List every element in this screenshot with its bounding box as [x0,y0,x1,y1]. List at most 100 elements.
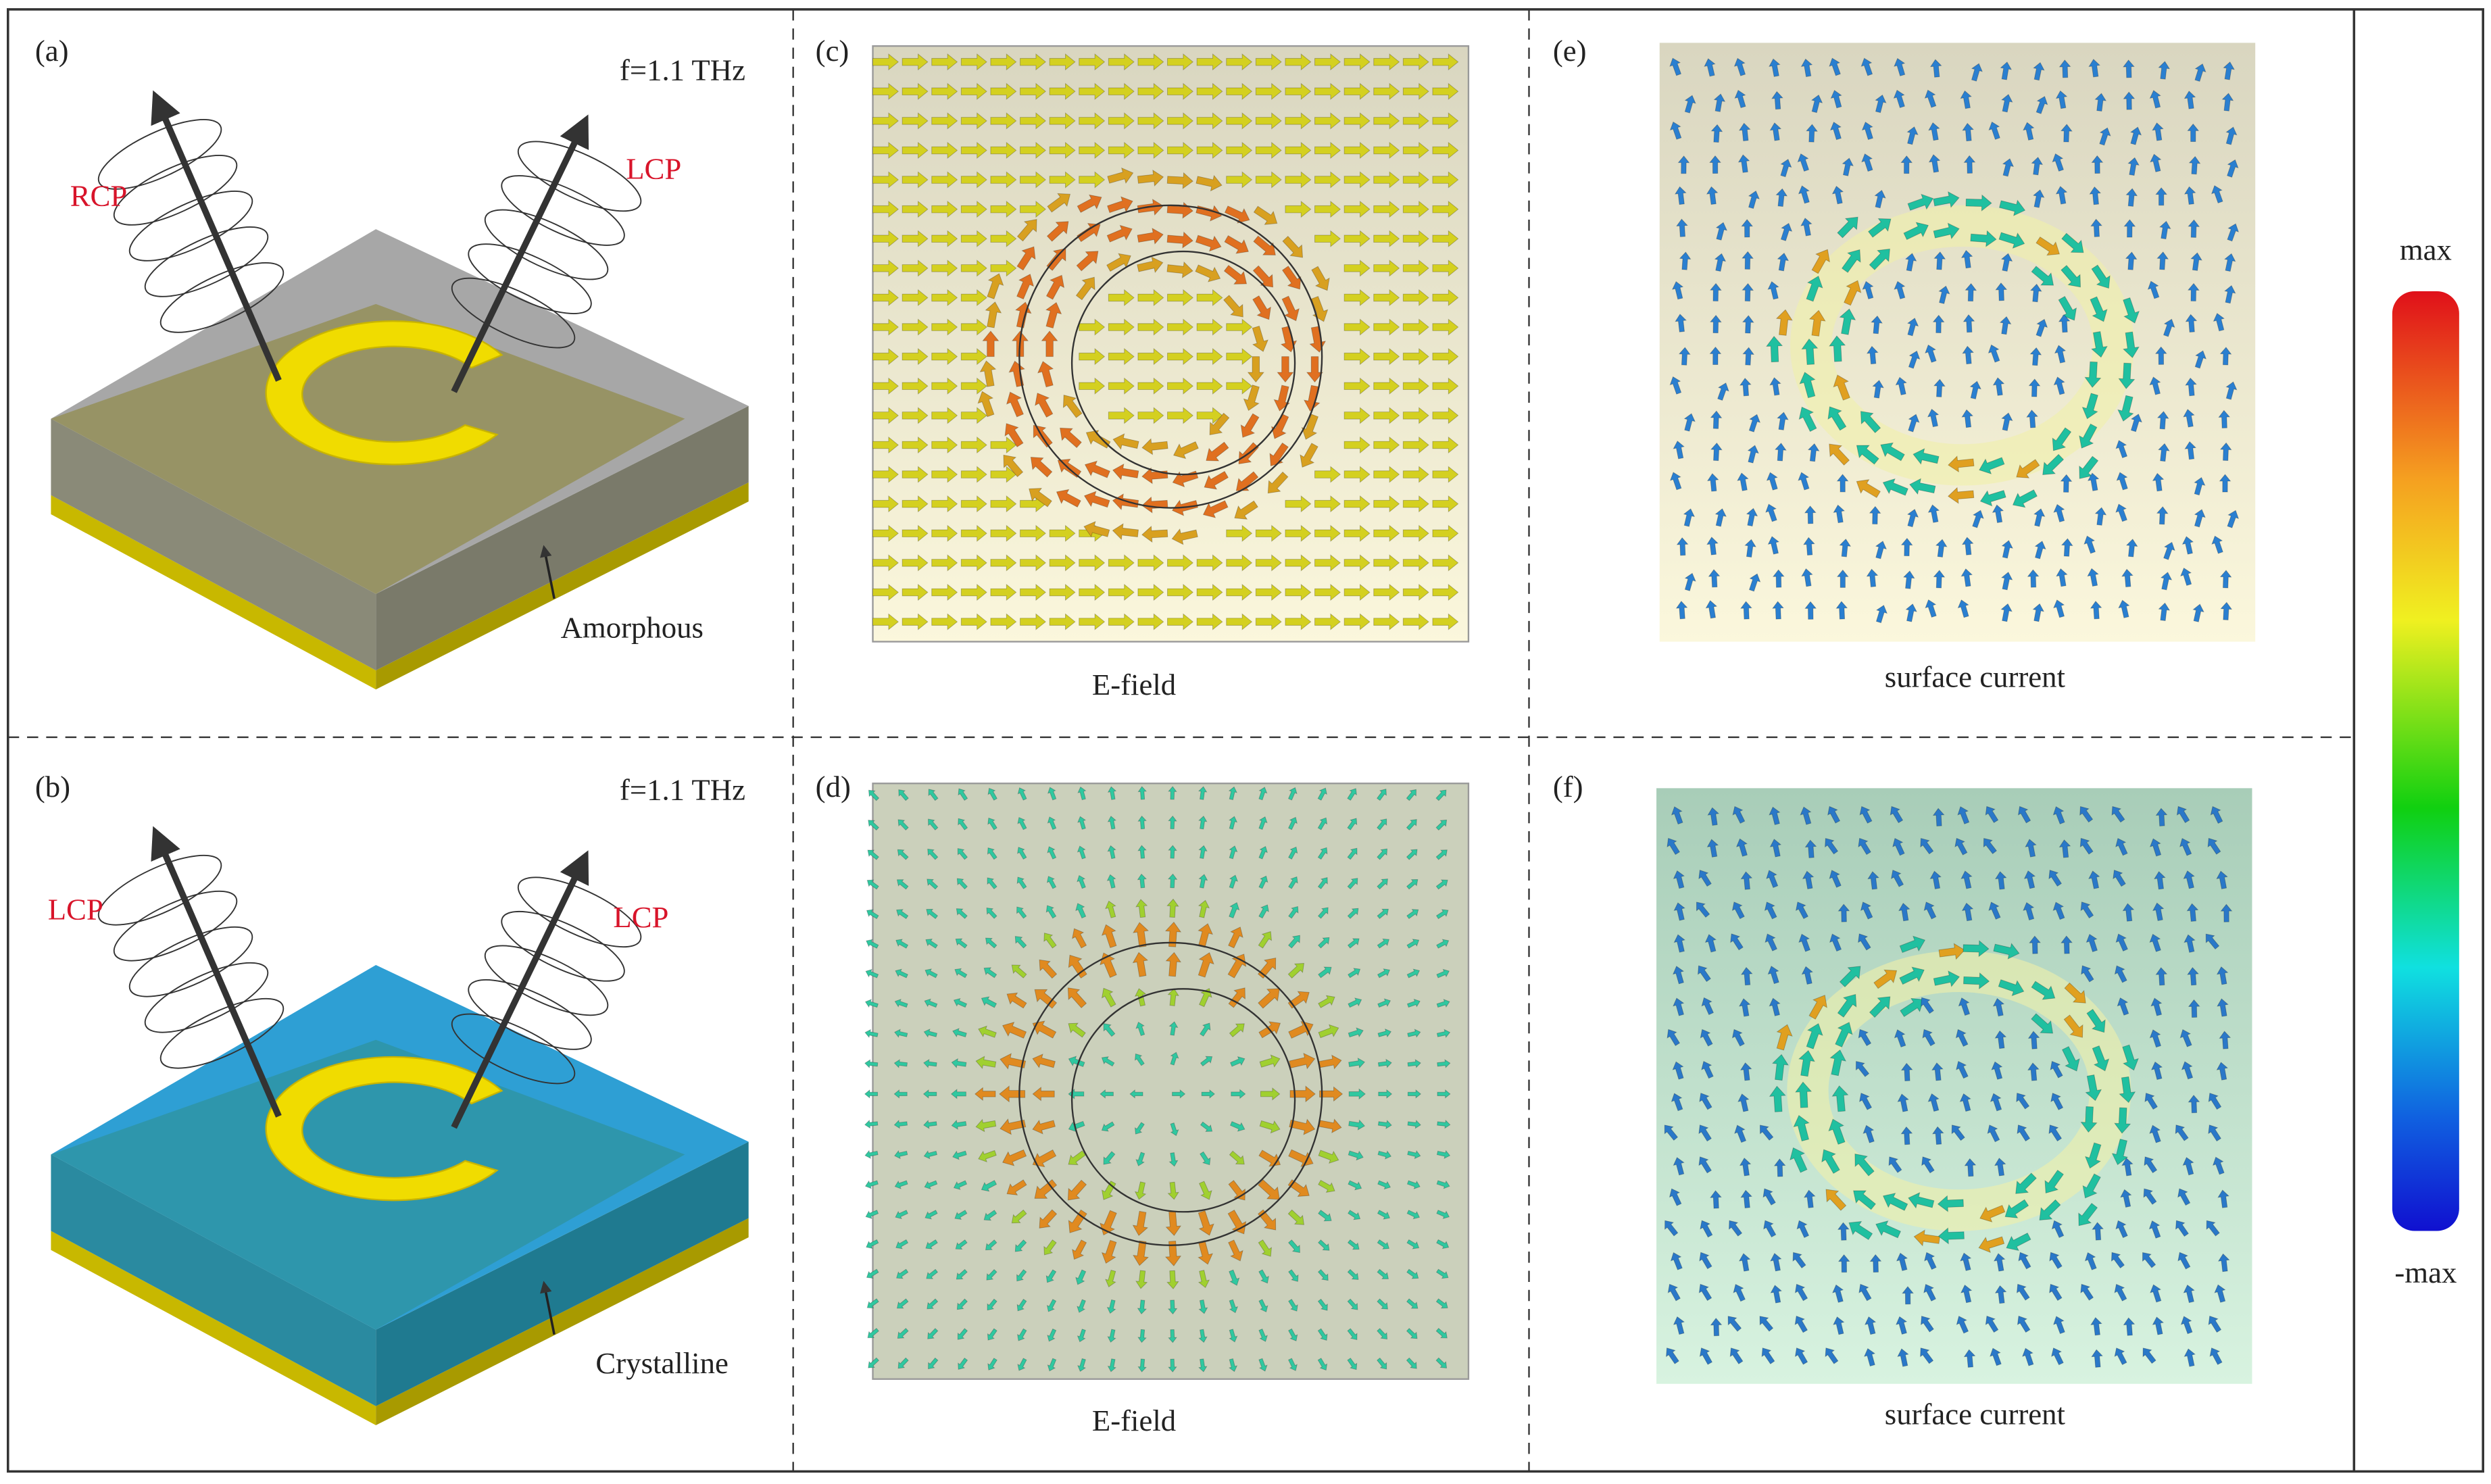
vector-arrow [1863,1124,1875,1143]
vector-arrow [931,495,958,513]
wave-lobe [501,175,625,246]
vector-arrow [1965,194,1992,212]
vector-arrow [1112,463,1139,480]
vector-arrow [1740,1062,1752,1081]
vector-arrow [1777,252,1790,272]
vector-arrow [1255,53,1282,71]
vector-arrow [2156,251,2169,270]
wave-lobe [517,876,642,948]
vector-arrow [1141,525,1168,543]
vector-arrow [1678,347,1691,366]
vector-arrow [1933,191,1960,208]
vector-arrow [872,112,899,130]
vector-arrow [1710,442,1723,462]
vector-arrow [927,848,939,860]
vector-arrow [1314,466,1341,483]
vector-arrow [2012,489,2038,508]
vector-arrow [2148,1220,2161,1239]
vector-arrow [1137,407,1164,424]
vector-arrow [931,466,958,483]
vector-arrow [1994,1158,2006,1177]
vector-arrow [1827,406,1847,431]
vector-arrow [1343,141,1371,159]
vector-arrow [1765,503,1777,522]
vector-arrow [2027,569,2040,588]
vector-arrow [1769,377,1781,396]
vector-arrow [1971,63,1983,82]
vector-arrow [1960,1284,1973,1304]
vector-arrow [2121,568,2134,588]
vector-arrow [2187,967,2199,986]
vector-arrow [1314,613,1341,630]
vector-arrow [1132,1210,1149,1236]
vector-arrow [2158,602,2171,622]
vector-arrow [1992,504,2004,524]
vector-arrow [1037,361,1054,388]
vector-arrow [1318,1024,1339,1039]
vector-arrow [1288,1149,1314,1167]
vector-arrow [2055,90,2068,109]
vector-arrow [1956,1060,1969,1079]
vector-arrow [1806,275,1823,302]
vector-arrow [1137,377,1164,395]
vector-arrow [1437,1119,1451,1129]
vector-arrow [893,1119,908,1129]
vector-arrow [1020,141,1046,159]
vector-arrow [1020,583,1046,601]
vector-arrow [902,141,929,159]
vector-arrow [1373,348,1400,366]
vector-arrow [1667,837,1680,856]
vector-arrow [1168,815,1177,830]
vector-arrow [2144,1156,2158,1174]
vector-arrow [983,1210,997,1221]
vector-arrow [1377,968,1391,979]
vector-arrow [2149,933,2161,952]
vector-arrow [1255,112,1282,130]
vector-arrow [1077,194,1102,213]
vector-arrow [1223,295,1243,318]
vector-arrow [1079,377,1106,395]
vector-arrow [1373,524,1400,542]
vector-arrow [2053,1316,2065,1335]
ring-outline [1070,988,1296,1213]
vector-arrow [1704,934,1717,953]
vector-arrow [1287,962,1305,979]
vector-arrow [1196,554,1223,572]
vector-arrow [931,201,958,218]
vector-arrow [2180,1316,2193,1335]
vector-arrow [1875,1220,1902,1239]
vector-arrow [1137,1358,1147,1372]
vector-arrow [1105,1269,1116,1287]
vector-arrow [2061,265,2081,288]
vector-arrow [1317,817,1328,831]
vector-arrow [1804,839,1817,858]
vector-arrow [1406,789,1416,801]
vector-arrow [1229,901,1240,919]
vector-arrow [1837,1222,1850,1241]
vector-arrow [1994,871,2007,890]
vector-arrow [1811,249,1830,274]
vector-arrow [2117,997,2129,1016]
vector-arrow [1255,554,1282,572]
vector-arrow [2000,61,2013,80]
vector-arrow [1709,1190,1722,1209]
vector-arrow [950,1089,966,1099]
field-map [872,45,1470,643]
vector-arrow [990,583,1017,601]
vector-arrow [1855,1061,1870,1077]
vector-arrow [1348,1057,1366,1069]
vector-arrow [2125,188,2138,207]
vector-arrow [2177,1188,2191,1206]
vector-arrow [1020,613,1046,630]
vector-arrow [2115,837,2128,856]
vector-arrow [931,82,958,100]
vector-arrow [1960,568,1973,587]
vector-arrow [990,141,1017,159]
vector-arrow [1079,82,1106,100]
vector-arrow [2023,870,2036,889]
vector-arrow [1871,315,1883,335]
vector-arrow [1046,221,1069,242]
vector-arrow [868,820,880,831]
vector-arrow [2150,997,2163,1016]
